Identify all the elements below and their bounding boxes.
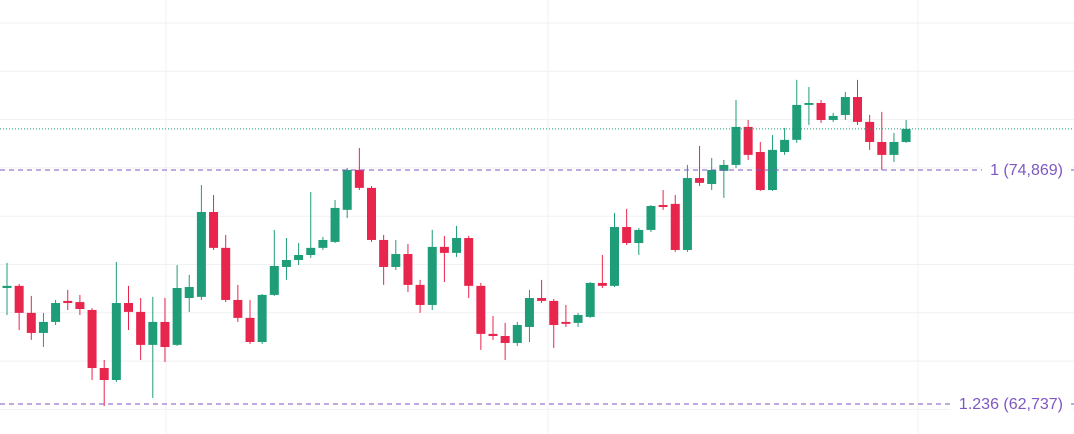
candle-body [695,178,705,183]
candle-body [622,227,632,244]
candle-body [549,300,559,326]
candle-body [524,298,534,327]
candle-body [743,126,753,155]
candle-body [14,285,24,313]
candle-body [707,169,717,185]
candle-body [184,287,194,299]
candle-body [38,321,48,333]
candle-body [573,314,583,323]
candle-body [354,169,364,188]
candle-body [561,321,571,324]
candle-body [585,282,595,317]
candle-body [269,265,279,295]
candle-body [111,303,121,380]
candle-body [865,121,875,142]
candle-body [537,298,547,301]
candle-body [306,247,316,255]
candle-body [330,207,340,242]
candle-body [415,284,425,305]
candle-body [439,246,449,253]
fib-level-label: 1.236 (62,737) [959,396,1063,413]
candle-body [780,139,790,152]
candle-body [403,254,413,285]
candle-body [148,321,158,345]
candle-body [755,151,765,190]
candle-body [367,187,376,240]
candle-body [379,239,389,267]
candle-body [488,333,498,337]
candle-body [476,285,486,334]
candle-body [318,239,328,248]
candle-body [804,103,814,105]
candle-body [281,260,291,267]
candle-body [658,205,668,207]
candle-body [342,169,352,210]
candle-body [51,303,61,322]
candle-body [597,282,607,286]
candle-body [682,178,692,250]
candle-body [512,325,522,343]
candle-body [209,211,219,248]
candle-body [889,141,899,155]
candle-body [75,302,85,310]
candle-body [719,164,729,171]
candle-body [221,247,231,300]
candle-body [136,311,146,345]
fib-label-background [950,392,1071,415]
candle-body [391,254,401,267]
candle-body [160,321,170,348]
candle-body [87,309,97,369]
candle-body [500,336,510,343]
candle-body [2,285,12,288]
candle-body [731,126,741,165]
candle-body [670,203,680,250]
candle-body [26,312,36,333]
candle-body [816,103,826,120]
candle-body [63,300,73,304]
candle-body [294,254,304,261]
candle-body [427,246,437,305]
candle-body [464,238,474,286]
candle-body [792,104,802,140]
candle-body [767,149,777,190]
candle-body [828,115,838,120]
candle-body [634,229,644,244]
candle-body [99,368,109,380]
fib-label-background [982,158,1071,181]
candle-body [877,141,887,155]
candle-body [257,294,267,342]
candle-body [840,97,850,115]
candle-body [233,299,243,318]
candle-body [124,303,133,312]
candle-body [901,128,911,142]
candle-body [610,227,619,286]
candle-body [196,211,206,297]
candle-body [646,206,656,230]
candle-body [452,238,462,253]
candle-body [853,97,862,122]
candle-body [245,317,255,342]
candle-body [172,287,182,345]
fib-level-label: 1 (74,869) [990,162,1063,179]
